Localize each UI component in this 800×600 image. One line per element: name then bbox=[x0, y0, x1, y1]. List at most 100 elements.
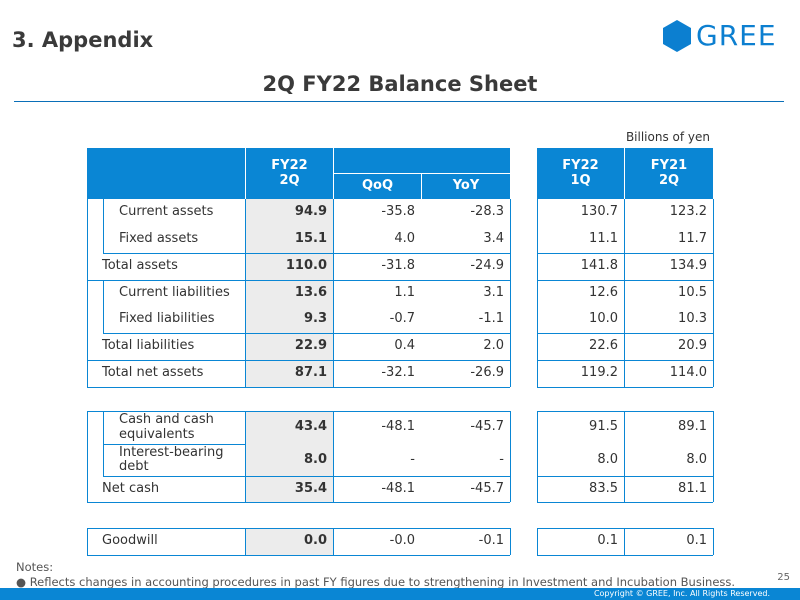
row-label: Total net assets bbox=[102, 365, 204, 381]
cell-fy22-1q: 12.6 bbox=[589, 284, 618, 300]
cell-fy22-1q: 10.0 bbox=[589, 311, 618, 327]
cell-fy21-2q: 123.2 bbox=[669, 204, 707, 220]
title-divider bbox=[14, 101, 784, 102]
cell-fy21-2q: 89.1 bbox=[678, 419, 707, 435]
cell-qoq: -48.1 bbox=[381, 419, 415, 435]
cell-fy22-1q: 130.7 bbox=[580, 204, 618, 220]
table-border bbox=[713, 199, 714, 387]
row-divider bbox=[537, 333, 713, 334]
copyright: Copyright © GREE, Inc. All Rights Reserv… bbox=[593, 589, 770, 598]
row-divider bbox=[537, 280, 713, 281]
cell-qoq: -48.1 bbox=[381, 480, 415, 496]
notes: Notes: ● Reflects changes in accounting … bbox=[16, 560, 735, 590]
cell-qoq: -0.7 bbox=[389, 311, 415, 327]
header-yoy: YoY bbox=[421, 173, 510, 199]
cell-qoq: 4.0 bbox=[394, 231, 415, 247]
row-divider bbox=[87, 280, 510, 281]
gree-logo: GREE bbox=[662, 20, 780, 52]
table-border bbox=[245, 411, 246, 502]
cell-fy22-2q: 43.4 bbox=[245, 411, 333, 444]
cell-fy22-2q: 0.0 bbox=[245, 528, 333, 555]
table-border bbox=[87, 528, 88, 555]
row-label: Interest-bearing debt bbox=[119, 444, 224, 474]
cell-fy21-2q: 10.5 bbox=[678, 284, 707, 300]
cell-fy22-2q: 110.0 bbox=[245, 253, 333, 280]
section-title: 3. Appendix bbox=[12, 28, 154, 52]
row-divider bbox=[103, 333, 510, 334]
logo-text: GREE bbox=[696, 19, 777, 52]
table-border bbox=[713, 528, 714, 555]
row-divider bbox=[87, 528, 510, 529]
row-divider bbox=[537, 502, 713, 503]
row-label: Net cash bbox=[102, 480, 160, 496]
cell-qoq: 0.4 bbox=[394, 338, 415, 354]
cell-fy22-2q: 8.0 bbox=[245, 444, 333, 476]
header-fy22-2q: FY22 2Q bbox=[245, 148, 333, 199]
row-label: Total liabilities bbox=[102, 338, 195, 354]
cell-qoq: -35.8 bbox=[381, 204, 415, 220]
page-number: 25 bbox=[777, 572, 790, 583]
cell-fy21-2q: 10.3 bbox=[678, 311, 707, 327]
cell-fy22-2q: 13.6 bbox=[245, 280, 333, 306]
cell-fy21-2q: 20.9 bbox=[678, 338, 707, 354]
cell-fy21-2q: 81.1 bbox=[678, 480, 707, 496]
row-label: Total assets bbox=[102, 258, 178, 274]
row-divider bbox=[87, 360, 510, 361]
table-border bbox=[537, 528, 538, 555]
slide-title: 2Q FY22 Balance Sheet bbox=[262, 72, 538, 96]
notes-title: Notes: bbox=[16, 560, 54, 574]
table-border bbox=[245, 528, 246, 555]
cell-fy22-1q: 0.1 bbox=[597, 533, 618, 549]
table-border bbox=[624, 411, 625, 502]
footer-bar bbox=[0, 588, 800, 600]
row-divider bbox=[537, 476, 713, 477]
cell-fy22-1q: 22.6 bbox=[589, 338, 618, 354]
row-divider bbox=[87, 555, 510, 556]
row-label: Fixed assets bbox=[119, 231, 199, 247]
hexagon-logo-icon bbox=[663, 20, 691, 52]
table-border bbox=[333, 411, 334, 502]
row-divider bbox=[87, 387, 510, 388]
header-change-group bbox=[333, 148, 510, 173]
cell-fy21-2q: 114.0 bbox=[669, 365, 707, 381]
row-label: Current liabilities bbox=[119, 284, 230, 300]
cell-fy21-2q: 11.7 bbox=[678, 231, 707, 247]
cell-fy22-1q: 11.1 bbox=[589, 231, 618, 247]
cell-yoy: -0.1 bbox=[478, 533, 504, 549]
header-fy22-1q: FY22 1Q bbox=[537, 148, 624, 199]
cell-yoy: -28.3 bbox=[470, 204, 504, 220]
units-label: Billions of yen bbox=[625, 130, 710, 144]
table-border bbox=[624, 199, 625, 387]
cell-fy22-2q: 22.9 bbox=[245, 333, 333, 360]
subgroup-border bbox=[103, 411, 104, 476]
cell-fy22-1q: 8.0 bbox=[597, 451, 618, 467]
table-border bbox=[87, 411, 88, 502]
cell-fy22-2q: 35.4 bbox=[245, 476, 333, 502]
cell-yoy: -24.9 bbox=[470, 258, 504, 274]
cell-fy22-2q: 94.9 bbox=[245, 199, 333, 226]
table-border bbox=[333, 199, 334, 387]
row-label: Fixed liabilities bbox=[119, 311, 215, 327]
row-divider bbox=[537, 387, 713, 388]
cell-fy22-2q: 87.1 bbox=[245, 360, 333, 387]
subgroup-border bbox=[103, 199, 104, 253]
row-divider bbox=[103, 444, 245, 445]
table-border bbox=[537, 199, 538, 387]
header-blank-cell bbox=[87, 148, 245, 199]
row-divider bbox=[87, 411, 510, 412]
row-divider bbox=[103, 253, 510, 254]
table-border bbox=[87, 199, 88, 387]
subgroup-border bbox=[103, 280, 104, 333]
cell-qoq: -31.8 bbox=[381, 258, 415, 274]
table-border bbox=[624, 528, 625, 555]
cell-fy22-1q: 83.5 bbox=[589, 480, 618, 496]
row-label: Goodwill bbox=[102, 533, 158, 549]
table-border bbox=[510, 528, 511, 555]
cell-fy22-1q: 141.8 bbox=[580, 258, 618, 274]
cell-yoy: -26.9 bbox=[470, 365, 504, 381]
table-border bbox=[537, 411, 538, 502]
row-label: Current assets bbox=[119, 204, 214, 220]
cell-fy21-2q: 134.9 bbox=[669, 258, 707, 274]
cell-fy22-2q: 9.3 bbox=[245, 306, 333, 333]
cell-fy22-2q: 15.1 bbox=[245, 226, 333, 253]
